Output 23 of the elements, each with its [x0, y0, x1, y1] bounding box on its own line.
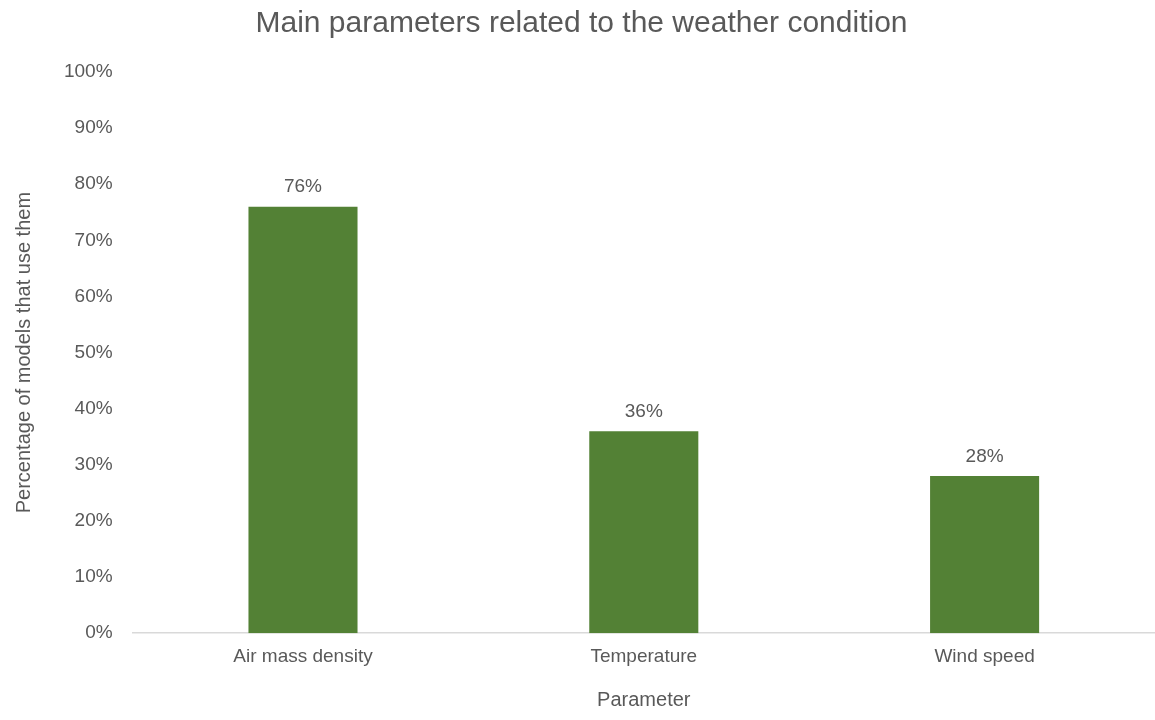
y-tick-label: 0% [85, 621, 113, 643]
y-tick-label: 30% [74, 453, 113, 475]
bar [589, 431, 699, 634]
data-label: 76% [283, 175, 323, 197]
y-tick-label: 60% [74, 284, 113, 306]
data-label: 36% [624, 399, 663, 421]
y-tick-label: 70% [74, 228, 113, 250]
y-tick-label: 40% [74, 396, 113, 418]
y-tick-label: 100% [63, 60, 113, 82]
y-tick-label: 90% [74, 116, 113, 138]
x-axis-title: Parameter [597, 687, 691, 710]
y-tick-label: 10% [74, 565, 113, 587]
y-tick-label: 50% [74, 340, 113, 362]
y-axis-title: Percentage of models that use them [11, 191, 34, 514]
y-tick-label: 20% [74, 509, 113, 531]
x-tick-label: Temperature [590, 644, 698, 666]
data-label: 28% [965, 444, 1004, 466]
x-tick-label: Air mass density [233, 644, 374, 666]
bar [930, 476, 1040, 634]
y-tick-label: 80% [74, 172, 113, 194]
bar [248, 206, 358, 634]
chart-title: Main parameters related to the weather condition [255, 5, 908, 39]
x-tick-label: Wind speed [934, 644, 1035, 666]
